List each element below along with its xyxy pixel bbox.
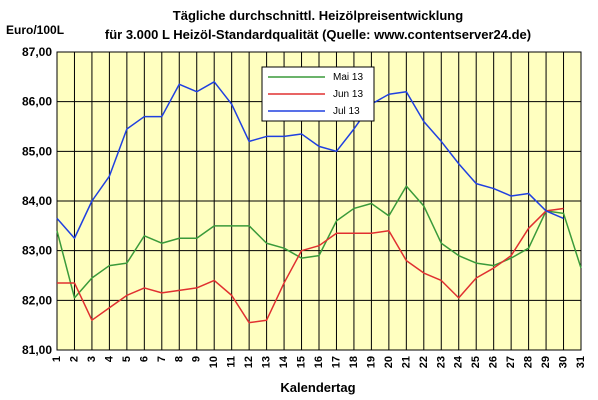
x-tick-label: 30 <box>558 356 570 368</box>
x-tick-label: 21 <box>400 356 412 368</box>
x-ticks: 1 2 3 4 5 6 7 8 9 10 11 12 13 14 15 16 17 18 19 20 21 22 23 24 2… <box>51 355 587 368</box>
x-tick-label: 12 <box>243 356 255 368</box>
series <box>56 81 582 324</box>
y-tick-label: 87,00 <box>22 45 52 59</box>
x-tick-label: 2 <box>68 356 80 362</box>
x-tick-label: 22 <box>418 356 430 368</box>
legend-label-jun: Jun 13 <box>333 89 363 100</box>
x-tick-label: 19 <box>365 356 377 368</box>
x-tick-label: 16 <box>313 356 325 368</box>
x-tick-label: 1 <box>51 356 63 362</box>
x-tick-label: 29 <box>540 356 552 368</box>
x-tick-label: 13 <box>261 356 273 368</box>
x-tick-label: 6 <box>138 356 150 362</box>
series-line-0 <box>56 185 582 299</box>
y-tick-label: 83,00 <box>22 244 52 258</box>
x-tick-label: 5 <box>121 356 133 362</box>
x-tick-label: 7 <box>156 356 168 362</box>
x-tick-label: 10 <box>208 356 220 368</box>
x-tick-label: 23 <box>435 356 447 368</box>
y-tick-label: 86,00 <box>22 95 52 109</box>
chart-subtitle: für 3.000 L Heizöl-Standardqualität (Que… <box>105 27 531 42</box>
x-tick-label: 24 <box>453 355 465 368</box>
x-tick-label: 4 <box>103 355 115 362</box>
legend: Mai 13 Jun 13 Jul 13 <box>261 66 375 122</box>
x-tick-label: 26 <box>488 356 500 368</box>
chart-title: Tägliche durchschnittl. Heizölpreisentwi… <box>173 8 463 23</box>
x-tick-label: 20 <box>383 356 395 368</box>
plot-border <box>56 51 582 351</box>
x-tick-label: 11 <box>226 356 238 368</box>
x-tick-label: 9 <box>191 356 203 362</box>
x-tick-label: 8 <box>173 356 185 362</box>
x-tick-label: 27 <box>505 356 517 368</box>
y-ticks: 81,00 82,00 83,00 84,00 85,00 86,00 87,00 <box>22 45 52 357</box>
series-line-2 <box>56 81 564 239</box>
y-tick-label: 84,00 <box>22 194 52 208</box>
legend-label-mai: Mai 13 <box>333 72 363 83</box>
x-tick-label: 17 <box>330 356 342 368</box>
x-tick-label: 3 <box>86 356 98 362</box>
x-tick-label: 31 <box>575 356 587 368</box>
y-tick-label: 81,00 <box>22 343 52 357</box>
legend-label-jul: Jul 13 <box>333 106 360 117</box>
series-line-1 <box>57 207 564 324</box>
x-tick-label: 14 <box>278 355 290 368</box>
x-tick-label: 15 <box>296 356 308 368</box>
x-tick-label: 25 <box>470 356 482 368</box>
x-tick-label: 18 <box>348 356 360 368</box>
x-tick-label: 28 <box>523 356 535 368</box>
x-axis-label: Kalendertag <box>280 380 355 395</box>
y-tick-label: 85,00 <box>22 144 52 158</box>
y-axis-label: Euro/100L <box>6 23 64 37</box>
y-tick-label: 82,00 <box>22 293 52 307</box>
